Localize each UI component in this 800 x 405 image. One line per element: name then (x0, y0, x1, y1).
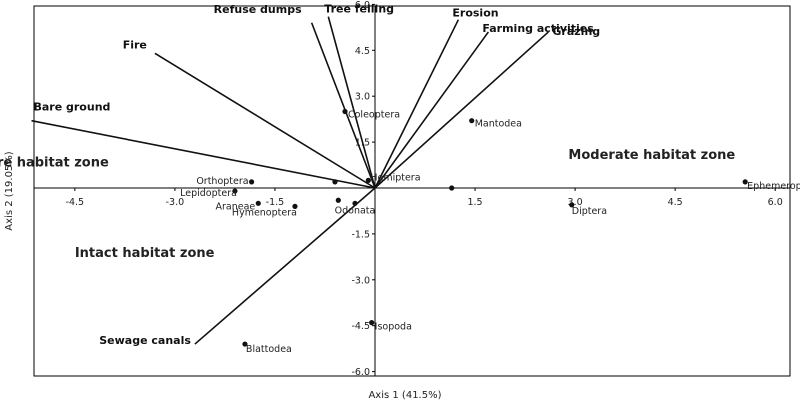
y-axis-title: Axis 2 (19.05%) (4, 151, 15, 230)
vector-erosion: Erosion (374, 7, 499, 189)
x-tick-label: 4.5 (668, 197, 683, 208)
vector-sewage-canals: Sewage canals (99, 187, 376, 347)
vector-label: Fire (123, 38, 147, 51)
vector-refuse-dumps: Refuse dumps (214, 3, 376, 189)
point-label: Hemiptera (370, 172, 420, 183)
point-label: Isopoda (375, 322, 412, 333)
point-marker-unlabeled (449, 185, 455, 191)
point-label: Odonata (335, 205, 376, 216)
x-axis-title: Axis 1 (41.5%) (368, 390, 441, 401)
point-isopoda: Isopoda (369, 320, 412, 333)
vector-label: Sewage canals (99, 334, 191, 347)
point-label: Hymenoptera (232, 207, 297, 218)
point-lepidoptera: Lepidoptera (180, 188, 238, 199)
point-marker (242, 341, 248, 347)
point-marker (369, 320, 375, 326)
point-marker-unlabeled (335, 197, 341, 203)
point-ephemeroptera: Ephemeroptera (742, 179, 800, 192)
vector-bare-ground: Bare ground (31, 101, 376, 189)
environmental-vectors: Bare ground Fire Refuse dumps Tree felling E… (31, 3, 600, 347)
point-mantodea: Mantodea (469, 118, 522, 130)
vector-line (374, 19, 460, 189)
point-marker (469, 118, 475, 124)
vector-fire: Fire (123, 38, 376, 189)
point-label: Mantodea (475, 119, 522, 130)
point-marker (365, 177, 371, 183)
point-marker (232, 188, 238, 194)
point-hemiptera: Hemiptera (365, 172, 421, 183)
y-tick-label: -4.5 (351, 321, 370, 332)
zero-axes (34, 6, 790, 376)
x-tick-label: 1.5 (467, 197, 482, 208)
vector-label: Refuse dumps (214, 3, 302, 16)
point-marker (249, 179, 255, 185)
y-tick-label: -1.5 (351, 229, 370, 240)
vector-line (194, 187, 376, 345)
vector-line (374, 31, 490, 189)
zone-label: Intact habitat zone (75, 246, 215, 261)
point-marker (742, 179, 748, 185)
point-coleoptera: Coleoptera (342, 108, 400, 121)
x-tick-label: -3.0 (166, 197, 185, 208)
vector-line (31, 119, 376, 189)
vector-label: Grazing (552, 25, 600, 38)
vector-line (327, 16, 376, 189)
vector-line (374, 31, 549, 189)
point-orthoptera: Orthoptera (196, 176, 255, 187)
point-hymenoptera: Hymenoptera (232, 203, 298, 218)
plot-frame (33, 5, 791, 377)
point-marker (342, 108, 348, 115)
y-tick-label: 3.0 (355, 92, 370, 103)
point-diptera: Diptera (569, 202, 607, 217)
vector-label: Tree felling (324, 3, 394, 16)
tick-labels: -4.5-3.0-1.51.53.04.56.06.04.53.01.5-1.5… (66, 0, 783, 378)
vector-grazing: Grazing (374, 25, 600, 189)
point-label: Araneae (216, 201, 256, 212)
vector-line (310, 22, 376, 189)
point-label: Coleoptera (348, 110, 400, 121)
x-tick-label: 6.0 (768, 197, 783, 208)
zone-label: Severe habitat zone (0, 156, 109, 171)
x-tick-label: 3.0 (568, 197, 583, 208)
point-marker (255, 200, 261, 206)
point-label: Orthoptera (196, 176, 248, 187)
point-blattodea: Blattodea (242, 341, 292, 355)
x-tick-label: -1.5 (266, 197, 285, 208)
point-marker (352, 200, 358, 206)
y-tick-label: -6.0 (351, 367, 370, 378)
vector-label: Bare ground (33, 101, 110, 114)
vector-label: Erosion (452, 7, 498, 20)
vector-tree-felling: Tree felling (324, 3, 394, 189)
vector-line (154, 52, 376, 189)
x-tick-label: -4.5 (66, 197, 85, 208)
vector-label: Farming activities (482, 22, 594, 35)
zone-annotations: Severe habitat zone Moderate habitat zone… (0, 148, 735, 261)
point-marker (569, 202, 575, 208)
y-tick-label: 4.5 (355, 46, 370, 57)
point-label: Blattodea (246, 344, 292, 355)
point-label: Diptera (572, 206, 607, 217)
y-tick-label: 6.0 (355, 0, 370, 11)
vector-farming-activities: Farming activities (374, 22, 594, 189)
point-label: Lepidoptera (180, 188, 237, 199)
point-marker-unlabeled (332, 179, 338, 185)
y-tick-label: -3.0 (351, 275, 370, 286)
point-marker (292, 203, 298, 209)
point-araneae: Araneae (216, 200, 261, 212)
point-odonata: Odonata (335, 200, 376, 216)
point-label: Ephemeroptera (747, 181, 800, 192)
zone-label: Moderate habitat zone (568, 148, 735, 163)
